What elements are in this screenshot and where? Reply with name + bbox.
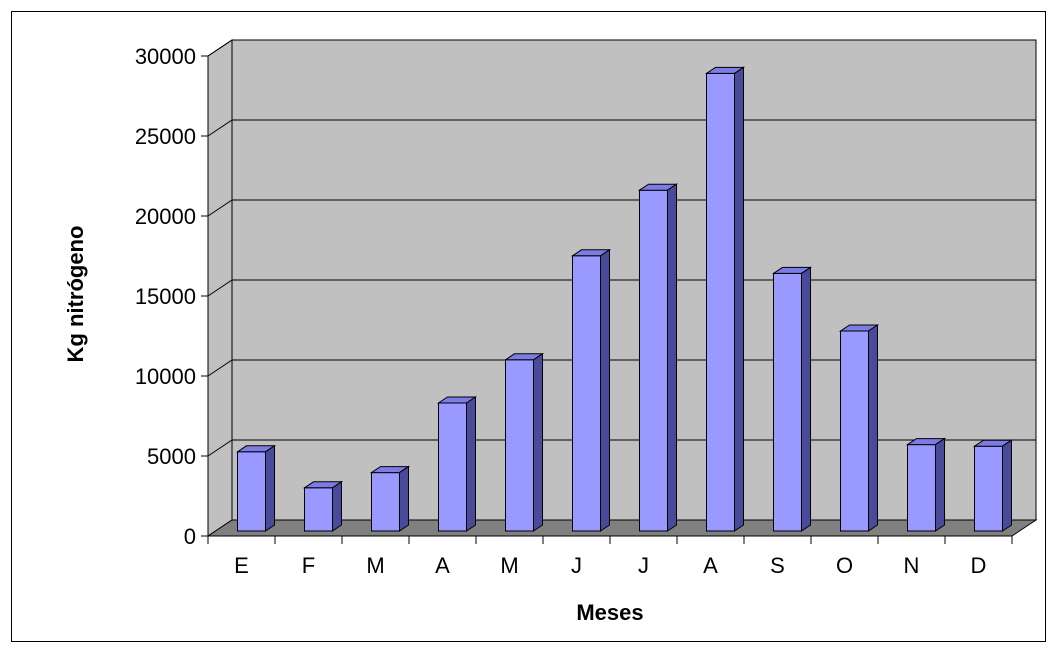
bar-side-6 — [600, 248, 610, 532]
y-axis-label: Kg nitrógeno — [63, 226, 88, 363]
bar-10 — [840, 330, 869, 532]
y-tick-label: 15000 — [135, 284, 196, 309]
y-tick-label: 5000 — [147, 444, 196, 469]
gridline — [207, 359, 1036, 377]
x-axis-label: Meses — [576, 600, 643, 625]
x-tick-label: J — [571, 553, 582, 578]
gridline — [207, 119, 1036, 137]
bar-1 — [237, 451, 266, 532]
x-tick-label: D — [971, 553, 987, 578]
bar-4 — [438, 402, 467, 532]
y-tick-label: 25000 — [135, 124, 196, 149]
gridline — [207, 199, 1036, 217]
y-tick-label: 20000 — [135, 204, 196, 229]
y-tick-label: 0 — [184, 524, 196, 549]
bar-side-5 — [533, 352, 543, 532]
bar-side-7 — [667, 183, 677, 532]
y-tick-labels: 0 5000 10000 15000 20000 25000 30000 — [135, 44, 196, 549]
bar-side-9 — [801, 266, 811, 532]
gridlines — [207, 39, 1036, 457]
x-tick-label: A — [703, 553, 718, 578]
bar-7 — [639, 189, 668, 532]
x-tick-label: J — [638, 553, 649, 578]
bar-6 — [572, 255, 601, 532]
axes — [201, 55, 1013, 544]
bar-side-10 — [868, 324, 878, 532]
y-tick-label: 10000 — [135, 364, 196, 389]
x-tick-label: A — [435, 553, 450, 578]
bar-5 — [505, 359, 534, 532]
x-tick-label: N — [904, 553, 920, 578]
bar-2 — [304, 487, 333, 532]
bar-side-2 — [332, 480, 342, 532]
x-tick-label: S — [770, 553, 785, 578]
bar-side-4 — [466, 396, 476, 532]
y-tick-label: 30000 — [135, 44, 196, 69]
x-tick-label: E — [234, 553, 249, 578]
bar-3 — [371, 472, 400, 532]
x-tick-label: F — [302, 553, 315, 578]
bar-side-11 — [935, 437, 945, 532]
bar-side-1 — [265, 444, 275, 532]
x-tick-label: M — [366, 553, 384, 578]
bar-side-3 — [399, 465, 409, 532]
bar-8 — [706, 72, 735, 532]
x-tick-label: O — [836, 553, 853, 578]
bar-side-12 — [1002, 439, 1012, 532]
x-tick-label: M — [500, 553, 518, 578]
bars — [235, 66, 1014, 532]
bar-11 — [907, 444, 936, 532]
gridline — [207, 279, 1036, 297]
gridline — [207, 439, 1036, 457]
bar-9 — [773, 272, 802, 532]
gridline — [207, 39, 1036, 57]
bar-side-8 — [734, 66, 744, 532]
bar-12 — [974, 445, 1003, 532]
